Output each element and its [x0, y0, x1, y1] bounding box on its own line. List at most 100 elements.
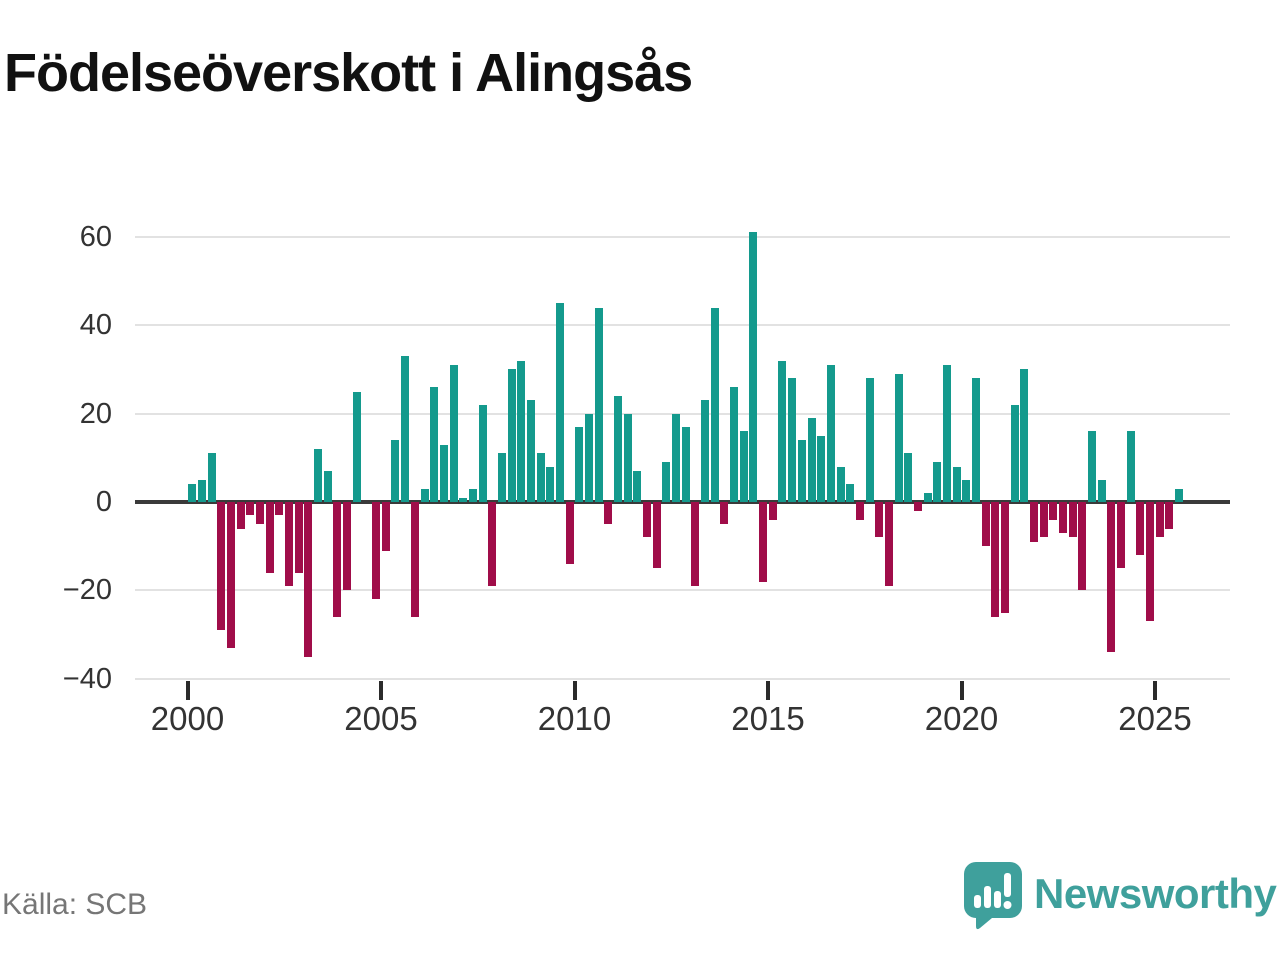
bar-2023-q4 — [1107, 502, 1116, 653]
y-axis-label-0: 0 — [95, 486, 112, 518]
bar-2024-q2 — [1126, 431, 1135, 502]
x-axis-label-2010: 2010 — [537, 700, 612, 737]
x-axis-label-2000: 2000 — [150, 700, 225, 737]
bar-2015-q3 — [788, 378, 797, 502]
bar-2017-q3 — [865, 378, 874, 502]
bar-2007-q1 — [459, 497, 468, 502]
bar-2003-q1 — [304, 502, 313, 657]
bar-2008-q4 — [526, 400, 535, 502]
y-axis-label-60: 60 — [79, 220, 112, 253]
bar-2001-q1 — [227, 502, 235, 648]
bar-2009-q3 — [555, 303, 564, 502]
bar-2006-q2 — [430, 387, 439, 502]
bar-2008-q3 — [517, 360, 526, 502]
bar-2014-q1 — [730, 387, 739, 502]
bar-2018-q3 — [904, 453, 913, 502]
bar-2000-q1 — [188, 484, 197, 502]
source-note: Källa: SCB — [2, 888, 148, 921]
bar-2003-q3 — [323, 471, 332, 502]
bar-2016-q3 — [826, 364, 835, 502]
bar-2012-q3 — [672, 413, 681, 502]
bar-2025-q2 — [1165, 502, 1174, 529]
bar-2017-q2 — [855, 502, 864, 520]
x-axis-tick-2015 — [766, 681, 770, 700]
y-axis-label-20: 20 — [79, 397, 112, 430]
bar-2015-q4 — [797, 440, 806, 502]
x-axis-tick-2010 — [572, 681, 577, 700]
bar-2022-q2 — [1049, 502, 1058, 520]
bar-2008-q1 — [497, 453, 506, 502]
bar-2018-q4 — [913, 502, 922, 511]
x-axis-label-2025: 2025 — [1118, 700, 1192, 737]
bar-2003-q4 — [333, 502, 342, 617]
bar-2004-q4 — [372, 502, 381, 600]
bar-2000-q2 — [197, 479, 206, 502]
bar-2022-q4 — [1068, 502, 1077, 538]
y-axis-label--20: −20 — [62, 574, 112, 607]
bar-2023-q3 — [1097, 479, 1106, 502]
bar-2010-q2 — [584, 413, 593, 502]
bar-2010-q1 — [575, 426, 584, 502]
bar-2004-q1 — [343, 502, 352, 591]
bar-2013-q4 — [720, 502, 729, 525]
bar-2017-q1 — [846, 484, 855, 502]
bar-2020-q2 — [971, 378, 980, 502]
bar-2007-q4 — [488, 502, 497, 586]
bar-2004-q2 — [352, 391, 361, 502]
bar-2009-q1 — [536, 453, 545, 502]
bar-2011-q4 — [643, 502, 652, 538]
bar-2021-q4 — [1030, 502, 1039, 542]
bar-2014-q3 — [749, 232, 758, 502]
bar-2005-q1 — [381, 502, 390, 551]
bar-2020-q1 — [962, 479, 971, 502]
bar-2016-q1 — [807, 418, 816, 502]
bar-2016-q2 — [817, 435, 826, 502]
bar-2000-q3 — [207, 453, 216, 502]
bar-2021-q3 — [1020, 369, 1029, 502]
bar-2016-q4 — [836, 466, 845, 502]
x-axis-tick-2005 — [379, 681, 383, 700]
bar-2002-q4 — [294, 502, 303, 573]
y-axis-label--40: −40 — [62, 662, 112, 695]
bar-2006-q3 — [439, 444, 448, 502]
bar-2020-q4 — [991, 502, 1000, 617]
bar-2017-q4 — [875, 502, 884, 538]
gridline-60 — [135, 235, 1230, 238]
bar-2018-q2 — [894, 373, 903, 502]
bar-2012-q1 — [652, 502, 661, 569]
bar-2006-q4 — [449, 364, 458, 502]
bar-2002-q3 — [285, 502, 294, 586]
bar-2007-q2 — [468, 488, 477, 502]
chart-title: Födelseöverskott i Alingsås — [4, 43, 693, 103]
bar-2022-q1 — [1039, 502, 1048, 538]
x-axis-label-2020: 2020 — [924, 700, 999, 737]
bar-2025-q3 — [1175, 488, 1184, 502]
bar-2002-q1 — [265, 502, 274, 573]
bar-2011-q1 — [614, 395, 622, 502]
bar-2000-q4 — [217, 502, 226, 631]
bar-2018-q1 — [884, 502, 893, 586]
bar-2007-q3 — [478, 404, 487, 502]
bar-2024-q1 — [1117, 502, 1126, 569]
bar-2011-q3 — [633, 471, 642, 502]
gridline-40 — [135, 324, 1230, 327]
x-axis-tick-2000 — [185, 681, 190, 700]
bar-2012-q4 — [681, 426, 690, 502]
bar-2019-q2 — [933, 462, 942, 502]
bar-2024-q3 — [1136, 502, 1145, 556]
bar-2013-q2 — [701, 400, 710, 502]
bar-2005-q4 — [410, 502, 419, 617]
bar-2001-q4 — [256, 502, 265, 525]
bar-2014-q4 — [759, 502, 768, 582]
bar-2023-q2 — [1088, 431, 1097, 502]
bar-2024-q4 — [1146, 502, 1155, 622]
zero-baseline — [135, 500, 1230, 504]
bar-2005-q3 — [401, 356, 410, 502]
bar-2013-q3 — [710, 307, 719, 502]
bar-2008-q2 — [507, 369, 516, 502]
newsworthy-wordmark: Newsworthy — [1034, 870, 1277, 917]
x-axis-label-2015: 2015 — [731, 700, 805, 737]
bar-2009-q4 — [565, 502, 574, 564]
bar-2001-q3 — [246, 502, 255, 516]
